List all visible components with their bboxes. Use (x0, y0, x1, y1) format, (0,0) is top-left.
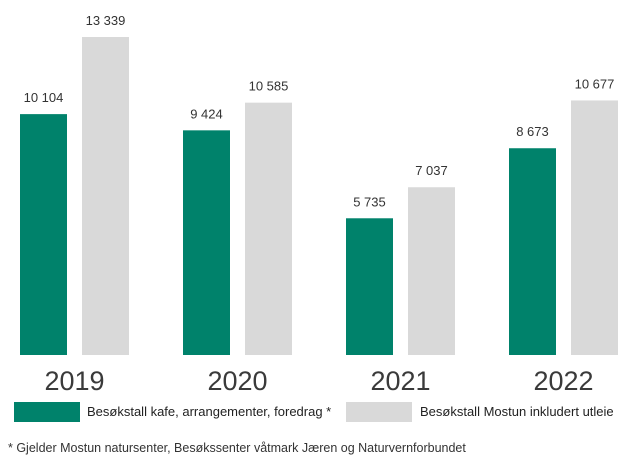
data-label-2019-series-1: 10 104 (24, 90, 64, 105)
legend-label-series-2: Besøkstall Mostun inkludert utleie (420, 404, 614, 419)
bar-2022-series-1 (509, 148, 556, 355)
bar-2020-series-1 (183, 130, 230, 355)
category-label-2019: 2019 (44, 366, 104, 396)
footnote: * Gjelder Mostun natursenter, Besøkssent… (8, 441, 466, 455)
bar-2019-series-2 (82, 37, 129, 355)
data-label-2021-series-1: 5 735 (353, 194, 386, 209)
bar-2021-series-2 (408, 187, 455, 355)
data-label-2021-series-2: 7 037 (415, 163, 448, 178)
data-label-2020-series-2: 10 585 (249, 79, 289, 94)
data-label-2022-series-2: 10 677 (575, 76, 615, 91)
legend-label-series-1: Besøkstall kafe, arrangementer, foredrag… (87, 404, 331, 419)
legend-swatch-series-1 (14, 402, 80, 422)
data-label-2020-series-1: 9 424 (190, 106, 223, 121)
category-label-2021: 2021 (370, 366, 430, 396)
bar-2020-series-2 (245, 102, 292, 355)
category-label-2020: 2020 (207, 366, 267, 396)
bars-group: 10 104 13 339 2019 9 424 10 585 2020 5 735 7 03… (20, 13, 618, 396)
category-label-2022: 2022 (533, 366, 593, 396)
legend-swatch-series-2 (346, 402, 412, 422)
bar-2022-series-2 (571, 100, 618, 355)
data-label-2022-series-1: 8 673 (516, 124, 549, 139)
bar-2021-series-1 (346, 218, 393, 355)
bar-2019-series-1 (20, 114, 67, 355)
data-label-2019-series-2: 13 339 (86, 13, 126, 28)
legend: Besøkstall kafe, arrangementer, foredrag… (14, 402, 614, 422)
